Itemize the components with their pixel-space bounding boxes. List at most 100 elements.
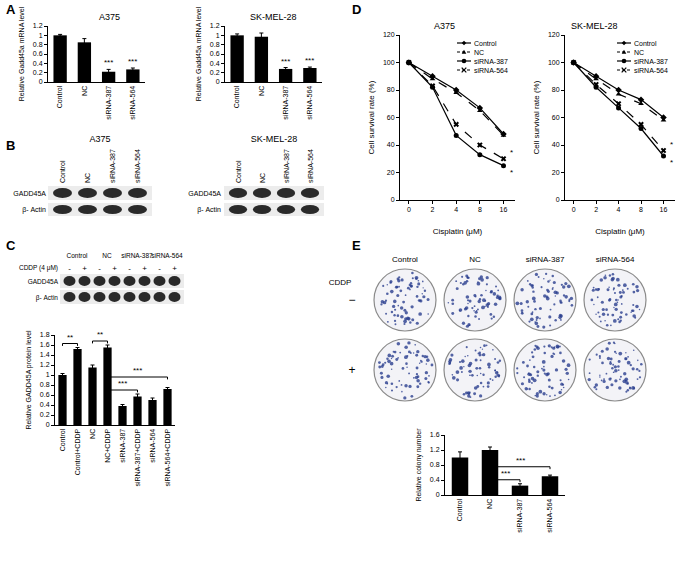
svg-text:siRNA-564: siRNA-564 (596, 255, 635, 264)
svg-text:1: 1 (216, 32, 220, 39)
svg-text:**: ** (67, 333, 73, 342)
svg-text:siRNA-387: siRNA-387 (283, 149, 290, 183)
svg-text:8: 8 (639, 206, 643, 213)
svg-text:Cell survival rate (%): Cell survival rate (%) (532, 80, 541, 154)
svg-text:40: 40 (552, 141, 560, 148)
svg-text:Control: Control (56, 85, 63, 108)
svg-text:80: 80 (552, 86, 560, 93)
svg-text:0: 0 (572, 206, 576, 213)
svg-text:1: 1 (39, 32, 43, 39)
svg-text:siRNA-564: siRNA-564 (151, 252, 183, 259)
svg-text:Cisplatin (μM): Cisplatin (μM) (433, 227, 483, 236)
svg-text:SK-MEL-28: SK-MEL-28 (250, 12, 297, 22)
svg-text:Control: Control (634, 40, 657, 47)
svg-text:1.4: 1.4 (40, 351, 50, 358)
svg-text:80: 80 (387, 86, 395, 93)
svg-text:siRNA-564+CDDP: siRNA-564+CDDP (164, 428, 171, 486)
svg-text:Control: Control (456, 498, 463, 521)
svg-text:4: 4 (454, 206, 458, 213)
svg-text:+: + (348, 363, 355, 377)
svg-text:0.4: 0.4 (430, 476, 440, 483)
svg-text:+: + (142, 264, 147, 273)
svg-text:NC: NC (259, 173, 266, 183)
svg-text:siRNA-387: siRNA-387 (282, 86, 289, 120)
svg-text:0: 0 (391, 196, 395, 203)
svg-text:siRNA-387: siRNA-387 (119, 429, 126, 463)
svg-text:100: 100 (548, 59, 560, 66)
svg-text:GADD45A: GADD45A (188, 190, 221, 197)
svg-text:Control: Control (59, 160, 66, 183)
svg-text:0.8: 0.8 (33, 41, 43, 48)
svg-text:0.2: 0.2 (40, 411, 50, 418)
svg-text:NC: NC (474, 49, 484, 56)
svg-text:A375: A375 (89, 134, 110, 144)
svg-text:0.8: 0.8 (430, 461, 440, 468)
svg-text:0: 0 (216, 78, 220, 85)
svg-text:2: 2 (594, 206, 598, 213)
svg-text:20: 20 (387, 169, 395, 176)
svg-text:-: - (128, 264, 131, 273)
svg-text:***: *** (104, 58, 113, 67)
svg-text:D: D (352, 2, 361, 17)
svg-text:0.2: 0.2 (33, 69, 43, 76)
svg-text:0.6: 0.6 (40, 391, 50, 398)
svg-text:0.4: 0.4 (33, 60, 43, 67)
svg-text:β- Actin: β- Actin (36, 294, 59, 302)
svg-text:-: - (98, 264, 101, 273)
svg-text:1.6: 1.6 (40, 341, 50, 348)
svg-text:0.2: 0.2 (210, 69, 220, 76)
svg-text:0.8: 0.8 (210, 41, 220, 48)
svg-text:E: E (352, 238, 361, 253)
svg-text:siRNA-564: siRNA-564 (129, 86, 136, 120)
svg-text:-: - (68, 264, 71, 273)
svg-text:16: 16 (500, 206, 508, 213)
svg-text:siRNA-387: siRNA-387 (121, 252, 153, 259)
svg-text:Cisplatin (μM): Cisplatin (μM) (595, 227, 645, 236)
svg-text:siRNA-387: siRNA-387 (105, 86, 112, 120)
svg-text:+: + (112, 264, 117, 273)
svg-text:*: * (670, 140, 673, 149)
svg-text:NC+CDDP: NC+CDDP (104, 428, 111, 462)
svg-text:Relative GADD45A protein level: Relative GADD45A protein level (25, 330, 33, 430)
svg-text:NC: NC (634, 49, 644, 56)
svg-text:***: *** (133, 366, 142, 375)
svg-text:*: * (510, 148, 513, 157)
svg-text:siRNA-564: siRNA-564 (307, 149, 314, 183)
svg-text:40: 40 (387, 141, 395, 148)
svg-text:0.8: 0.8 (40, 381, 50, 388)
svg-text:siRNA-564: siRNA-564 (149, 429, 156, 463)
svg-text:siRNA-387: siRNA-387 (516, 499, 523, 533)
svg-text:**: ** (97, 330, 103, 339)
svg-text:A375: A375 (434, 21, 455, 31)
svg-text:NC: NC (81, 86, 88, 96)
svg-text:siRNA-387: siRNA-387 (526, 255, 565, 264)
svg-text:B: B (6, 138, 15, 153)
svg-text:siRNA-564: siRNA-564 (306, 86, 313, 120)
svg-text:NC: NC (84, 173, 91, 183)
svg-text:Cell survival rate (%): Cell survival rate (%) (367, 80, 376, 154)
svg-text:***: *** (281, 57, 290, 66)
svg-text:100: 100 (383, 59, 395, 66)
svg-text:-: - (158, 264, 161, 273)
svg-text:siRNA-564: siRNA-564 (546, 499, 553, 533)
svg-text:***: *** (305, 56, 314, 65)
svg-text:0.4: 0.4 (210, 60, 220, 67)
svg-text:siRNA-564: siRNA-564 (474, 67, 508, 74)
svg-text:A375: A375 (99, 12, 120, 22)
svg-text:CDDP (4 μM): CDDP (4 μM) (19, 264, 58, 272)
svg-text:16: 16 (660, 206, 668, 213)
svg-text:CDDP: CDDP (329, 278, 352, 287)
svg-text:0.6: 0.6 (33, 50, 43, 57)
svg-text:60: 60 (387, 114, 395, 121)
svg-text:siRNA-387+CDDP: siRNA-387+CDDP (134, 428, 141, 486)
svg-text:***: *** (118, 379, 127, 388)
svg-text:0: 0 (39, 78, 43, 85)
svg-text:4: 4 (617, 206, 621, 213)
svg-text:−: − (348, 293, 355, 307)
svg-text:1.2: 1.2 (210, 22, 220, 29)
svg-text:120: 120 (548, 31, 560, 38)
svg-text:1.2: 1.2 (33, 22, 43, 29)
svg-text:siRNA-564: siRNA-564 (634, 67, 668, 74)
svg-text:***: *** (128, 57, 137, 66)
svg-text:2: 2 (431, 206, 435, 213)
